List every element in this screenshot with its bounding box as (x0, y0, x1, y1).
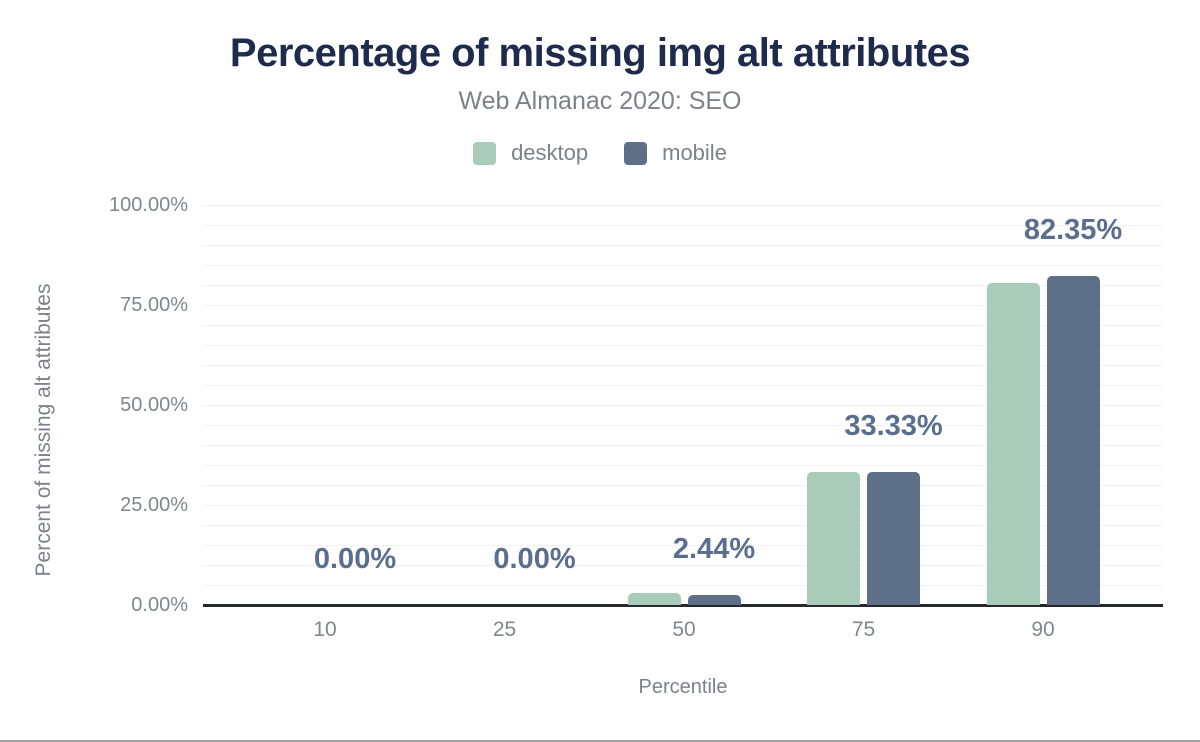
bar-mobile-p90[interactable] (1046, 275, 1100, 605)
data-label-p25: 0.00% (493, 543, 576, 575)
bar-desktop-p50[interactable] (627, 593, 681, 605)
data-label-p10: 0.00% (313, 543, 397, 575)
y-axis-title: Percent of missing alt attributes (32, 283, 55, 577)
bar-desktop-p75[interactable] (807, 471, 860, 605)
x-axis-line (203, 604, 1163, 607)
chart-title: Percentage of missing img alt attributes (229, 31, 971, 75)
x-tick-label: 75 (851, 618, 876, 641)
x-axis-title: Percentile (638, 676, 728, 698)
y-tick-label: 100.00% (109, 194, 188, 216)
y-tick-label: 25.00% (120, 494, 188, 516)
x-tick-label: 90 (1031, 618, 1055, 641)
legend-item-desktop: desktop (473, 140, 588, 166)
legend: desktop mobile (0, 140, 1200, 166)
data-label-p90: 82.35% (1023, 213, 1123, 246)
x-tick-label: 25 (492, 618, 517, 641)
page-bottom-divider (0, 739, 1200, 742)
bar-mobile-p50[interactable] (687, 595, 741, 605)
legend-swatch-icon-desktop (473, 141, 497, 165)
y-tick-label: 75.00% (120, 294, 188, 316)
legend-label: desktop (511, 140, 589, 165)
y-tick-label: 0.00% (131, 594, 188, 616)
bar-desktop-p90[interactable] (986, 283, 1040, 605)
legend-swatch-icon-mobile (624, 141, 648, 165)
legend-label: mobile (662, 140, 727, 165)
x-tick-label: 10 (313, 618, 337, 641)
data-label-p75: 33.33% (844, 409, 943, 442)
data-label-p50: 2.44% (672, 533, 756, 566)
x-tick-label: 50 (672, 618, 696, 641)
chart-subtitle: Web Almanac 2020: SEO (458, 87, 742, 115)
y-tick-label: 50.00% (120, 394, 188, 416)
legend-item-mobile: mobile (624, 140, 727, 166)
bar-mobile-p75[interactable] (867, 471, 920, 605)
